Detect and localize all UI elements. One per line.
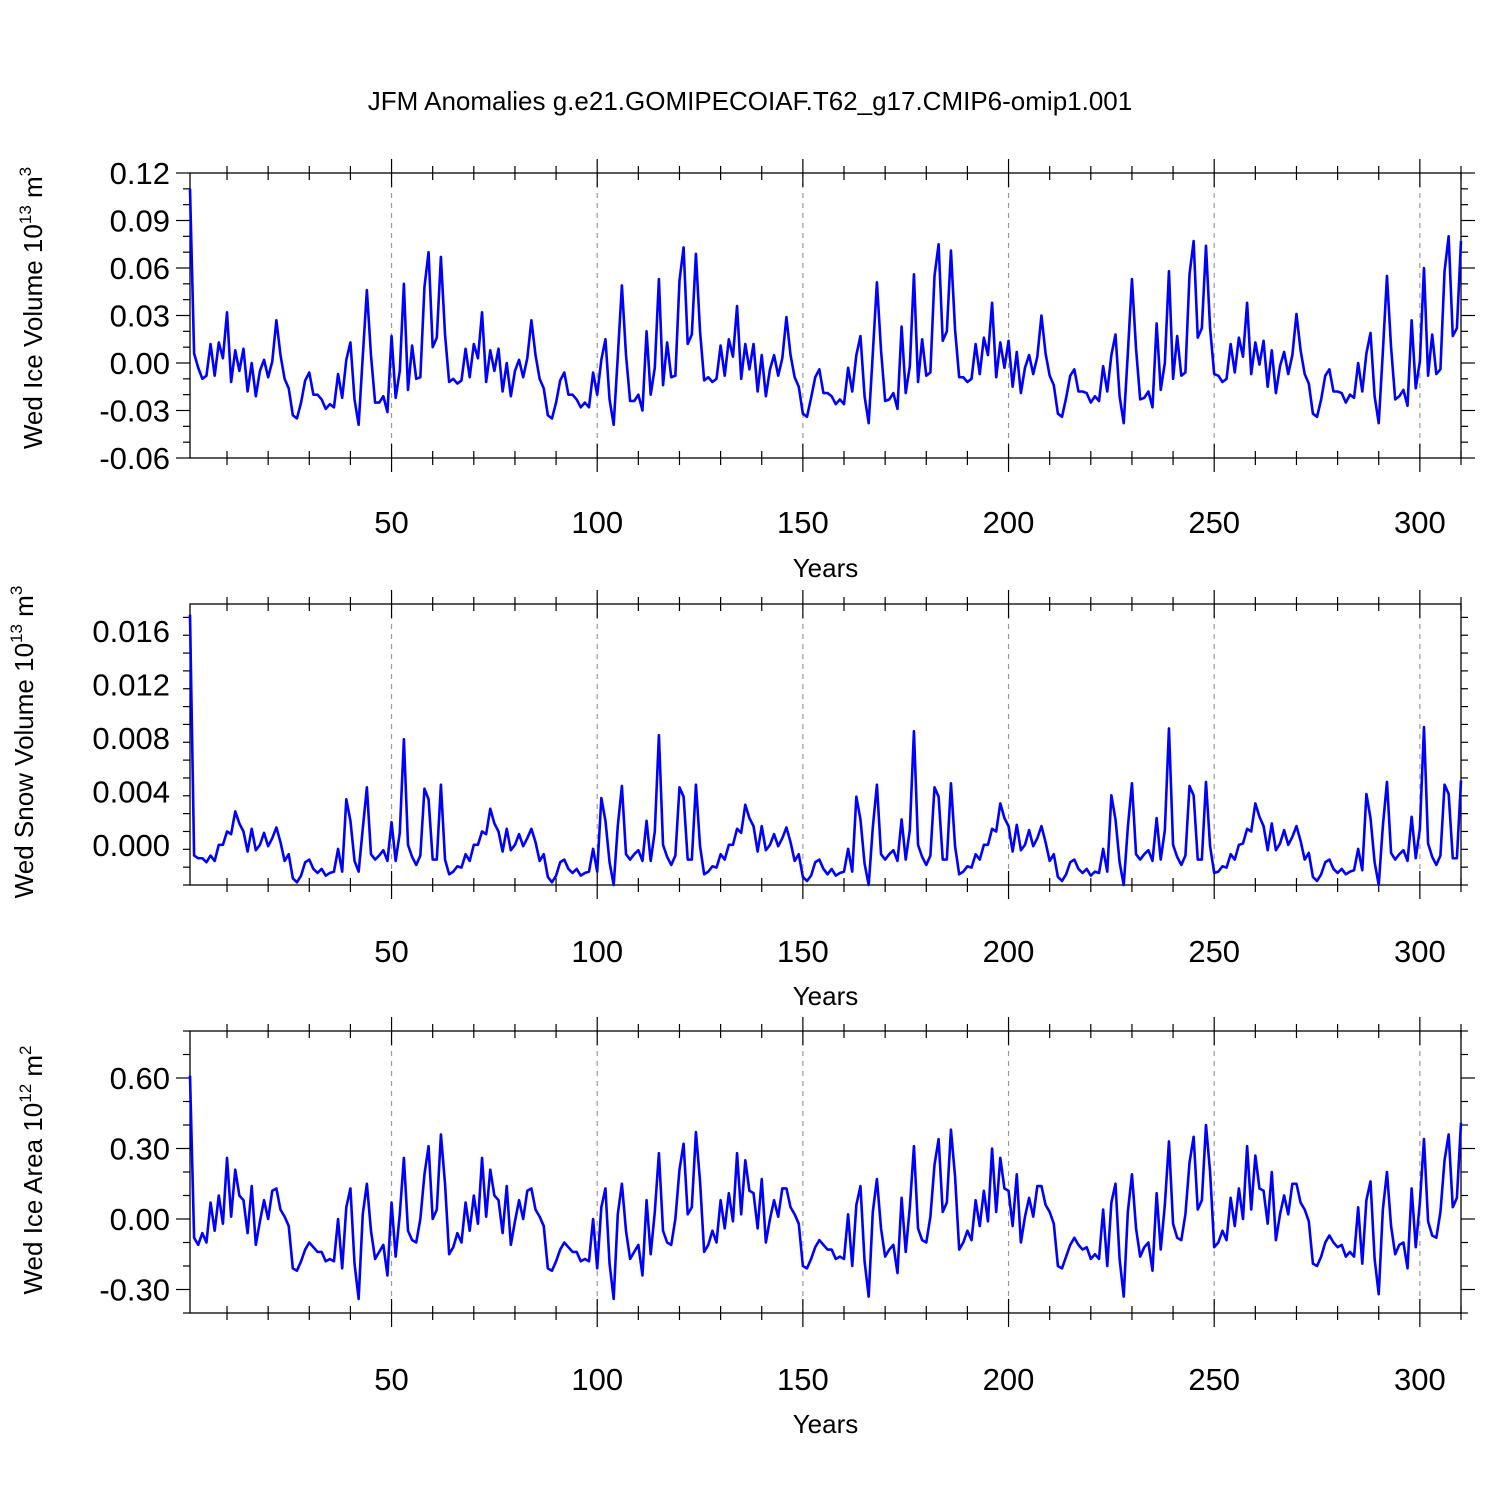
x-tick-label: 50 xyxy=(374,1362,408,1397)
y-tick-label: 0.016 xyxy=(92,614,170,649)
x-tick-label: 300 xyxy=(1394,1362,1446,1397)
y-tick-label: -0.03 xyxy=(99,394,170,429)
x-axis-label: Years xyxy=(793,1409,859,1439)
y-tick-label: 0.06 xyxy=(110,251,170,286)
x-tick-label: 150 xyxy=(777,1362,829,1397)
series-line-snow-volume xyxy=(188,614,1463,887)
y-tick-label: 0.008 xyxy=(92,721,170,756)
x-tick-label: 250 xyxy=(1188,1362,1240,1397)
x-tick-label: 100 xyxy=(571,934,623,969)
x-axis-label: Years xyxy=(793,981,859,1011)
panel-ice-area: -0.30 0.00 0.30 0.60 50 100 150 200 250 300 Years W… xyxy=(16,1017,1475,1439)
plot-frame xyxy=(189,603,1462,886)
y-tick-label: 0.12 xyxy=(110,156,170,191)
y-axis-label: Wed Snow Volume 1013 m3 xyxy=(7,586,39,899)
x-tick-label: 250 xyxy=(1188,934,1240,969)
x-tick-label: 100 xyxy=(571,505,623,540)
y-tick-label: 0.30 xyxy=(110,1132,170,1167)
panel-snow-volume: 0.000 0.004 0.008 0.012 0.016 50 100 150 200 250 3… xyxy=(7,586,1468,1011)
x-tick-label: 50 xyxy=(374,934,408,969)
figure-title: JFM Anomalies g.e21.GOMIPECOIAF.T62_g17.… xyxy=(368,86,1132,116)
y-tick-label: 0.60 xyxy=(110,1061,170,1096)
series-line-ice-area xyxy=(188,1075,1463,1301)
y-tick-label: 0.000 xyxy=(92,828,170,863)
y-tick-label: 0.00 xyxy=(110,1202,170,1237)
y-tick-label: -0.06 xyxy=(99,441,170,476)
x-axis-label: Years xyxy=(793,553,859,583)
plot-frame xyxy=(189,1030,1462,1314)
x-tick-label: 250 xyxy=(1188,505,1240,540)
x-tick-label: 300 xyxy=(1394,934,1446,969)
panel-ice-volume: -0.06 -0.03 0.00 0.03 0.06 0.09 0.12 50 100 150 20… xyxy=(16,156,1475,583)
series-line-ice-volume xyxy=(188,188,1463,427)
x-tick-label: 300 xyxy=(1394,505,1446,540)
x-tick-label: 200 xyxy=(983,934,1035,969)
x-tick-label: 200 xyxy=(983,505,1035,540)
x-tick-label: 200 xyxy=(983,1362,1035,1397)
plot-frame xyxy=(189,172,1462,459)
y-tick-label: 0.00 xyxy=(110,346,170,381)
y-tick-label: 0.004 xyxy=(92,774,170,809)
y-axis-label: Wed Ice Volume 1013 m3 xyxy=(16,167,48,449)
y-tick-label: 0.012 xyxy=(92,667,170,702)
y-tick-label: 0.03 xyxy=(110,299,170,334)
y-axis-label: Wed Ice Area 1012 m2 xyxy=(16,1045,48,1294)
y-tick-label: -0.30 xyxy=(99,1273,170,1308)
x-tick-label: 100 xyxy=(571,1362,623,1397)
x-tick-label: 150 xyxy=(777,505,829,540)
x-tick-label: 50 xyxy=(374,505,408,540)
x-tick-label: 150 xyxy=(777,934,829,969)
y-tick-label: 0.09 xyxy=(110,204,170,239)
